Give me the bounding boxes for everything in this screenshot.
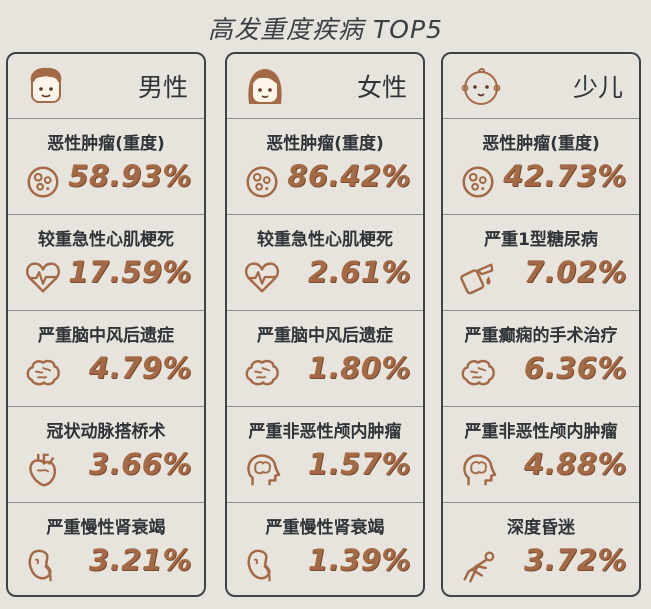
disease-item: 严重慢性肾衰竭 3.21% bbox=[8, 503, 204, 598]
disease-name: 严重慢性肾衰竭 bbox=[265, 518, 385, 538]
disease-name: 恶性肿瘤(重度) bbox=[266, 134, 384, 154]
heart-organ-icon bbox=[24, 451, 62, 489]
column-panel: 女性恶性肿瘤(重度) 86.42% 较重急性心肌梗死 2.61% 严重脑中风后遗症 1.8… bbox=[225, 52, 425, 597]
disease-name: 冠状动脉搭桥术 bbox=[46, 422, 166, 442]
man-face-icon bbox=[24, 64, 68, 108]
disease-name: 深度昏迷 bbox=[507, 518, 575, 538]
disease-percentage: 17.59% bbox=[68, 255, 192, 289]
column-header: 少儿 bbox=[443, 54, 639, 119]
disease-item: 恶性肿瘤(重度) 86.42% bbox=[227, 119, 423, 215]
column-header: 女性 bbox=[227, 54, 423, 119]
disease-name: 严重1型糖尿病 bbox=[484, 230, 598, 250]
heartbeat-icon bbox=[243, 259, 281, 297]
disease-percentage: 3.21% bbox=[88, 543, 192, 577]
disease-name: 严重脑中风后遗症 bbox=[38, 326, 174, 346]
disease-name: 恶性肿瘤(重度) bbox=[47, 134, 165, 154]
heartbeat-icon bbox=[24, 259, 62, 297]
kidney-icon bbox=[243, 547, 281, 585]
page-title: 高发重度疾病 TOP5 bbox=[208, 15, 443, 44]
brain-icon bbox=[24, 355, 62, 393]
disease-percentage: 2.61% bbox=[307, 255, 411, 289]
disease-item: 较重急性心肌梗死 2.61% bbox=[227, 215, 423, 311]
disease-item: 恶性肿瘤(重度) 58.93% bbox=[8, 119, 204, 215]
column-label: 男性 bbox=[137, 73, 188, 102]
disease-item: 严重非恶性颅内肿瘤 1.57% bbox=[227, 407, 423, 503]
disease-item: 冠状动脉搭桥术 3.66% bbox=[8, 407, 204, 503]
disease-percentage: 6.36% bbox=[523, 351, 627, 385]
disease-percentage: 7.02% bbox=[523, 255, 627, 289]
column-panel: 少儿恶性肿瘤(重度) 42.73% 严重1型糖尿病 7.02% 严重癫痫的手术治疗 6.3… bbox=[441, 52, 641, 597]
disease-name: 较重急性心肌梗死 bbox=[38, 230, 174, 250]
brain-icon bbox=[243, 355, 281, 393]
disease-item: 严重脑中风后遗症 1.80% bbox=[227, 311, 423, 407]
disease-name: 严重非恶性颅内肿瘤 bbox=[248, 422, 402, 442]
disease-percentage: 3.72% bbox=[523, 543, 627, 577]
head-brain-icon bbox=[243, 451, 281, 489]
disease-item: 严重非恶性颅内肿瘤 4.88% bbox=[443, 407, 639, 503]
disease-item: 深度昏迷 3.72% bbox=[443, 503, 639, 598]
disease-percentage: 3.66% bbox=[88, 447, 192, 481]
disease-name: 严重脑中风后遗症 bbox=[257, 326, 393, 346]
woman-face-icon bbox=[243, 64, 287, 108]
disease-name: 恶性肿瘤(重度) bbox=[482, 134, 600, 154]
head-brain-icon bbox=[459, 451, 497, 489]
cell-icon bbox=[24, 163, 62, 201]
disease-name: 严重非恶性颅内肿瘤 bbox=[464, 422, 618, 442]
column-header: 男性 bbox=[8, 54, 204, 119]
disease-item: 严重脑中风后遗症 4.79% bbox=[8, 311, 204, 407]
disease-item: 严重癫痫的手术治疗 6.36% bbox=[443, 311, 639, 407]
disease-name: 严重癫痫的手术治疗 bbox=[464, 326, 618, 346]
glucose-meter-icon bbox=[459, 259, 497, 297]
disease-percentage: 4.88% bbox=[523, 447, 627, 481]
disease-percentage: 42.73% bbox=[503, 159, 627, 193]
column-label: 少儿 bbox=[572, 73, 623, 102]
kidney-icon bbox=[24, 547, 62, 585]
disease-name: 严重慢性肾衰竭 bbox=[46, 518, 166, 538]
column-panel: 男性恶性肿瘤(重度) 58.93% 较重急性心肌梗死 17.59% 严重脑中风后遗症 4.… bbox=[6, 52, 206, 597]
disease-percentage: 58.93% bbox=[68, 159, 192, 193]
disease-percentage: 1.80% bbox=[307, 351, 411, 385]
disease-item: 严重1型糖尿病 7.02% bbox=[443, 215, 639, 311]
disease-percentage: 4.79% bbox=[88, 351, 192, 385]
disease-item: 较重急性心肌梗死 17.59% bbox=[8, 215, 204, 311]
lying-person-icon bbox=[459, 547, 497, 585]
cell-icon bbox=[243, 163, 281, 201]
baby-face-icon bbox=[459, 64, 503, 108]
brain-icon bbox=[459, 355, 497, 393]
disease-item: 严重慢性肾衰竭 1.39% bbox=[227, 503, 423, 598]
column-label: 女性 bbox=[356, 73, 407, 102]
disease-percentage: 1.39% bbox=[307, 543, 411, 577]
disease-item: 恶性肿瘤(重度) 42.73% bbox=[443, 119, 639, 215]
disease-name: 较重急性心肌梗死 bbox=[257, 230, 393, 250]
disease-percentage: 1.57% bbox=[307, 447, 411, 481]
cell-icon bbox=[459, 163, 497, 201]
disease-percentage: 86.42% bbox=[287, 159, 411, 193]
